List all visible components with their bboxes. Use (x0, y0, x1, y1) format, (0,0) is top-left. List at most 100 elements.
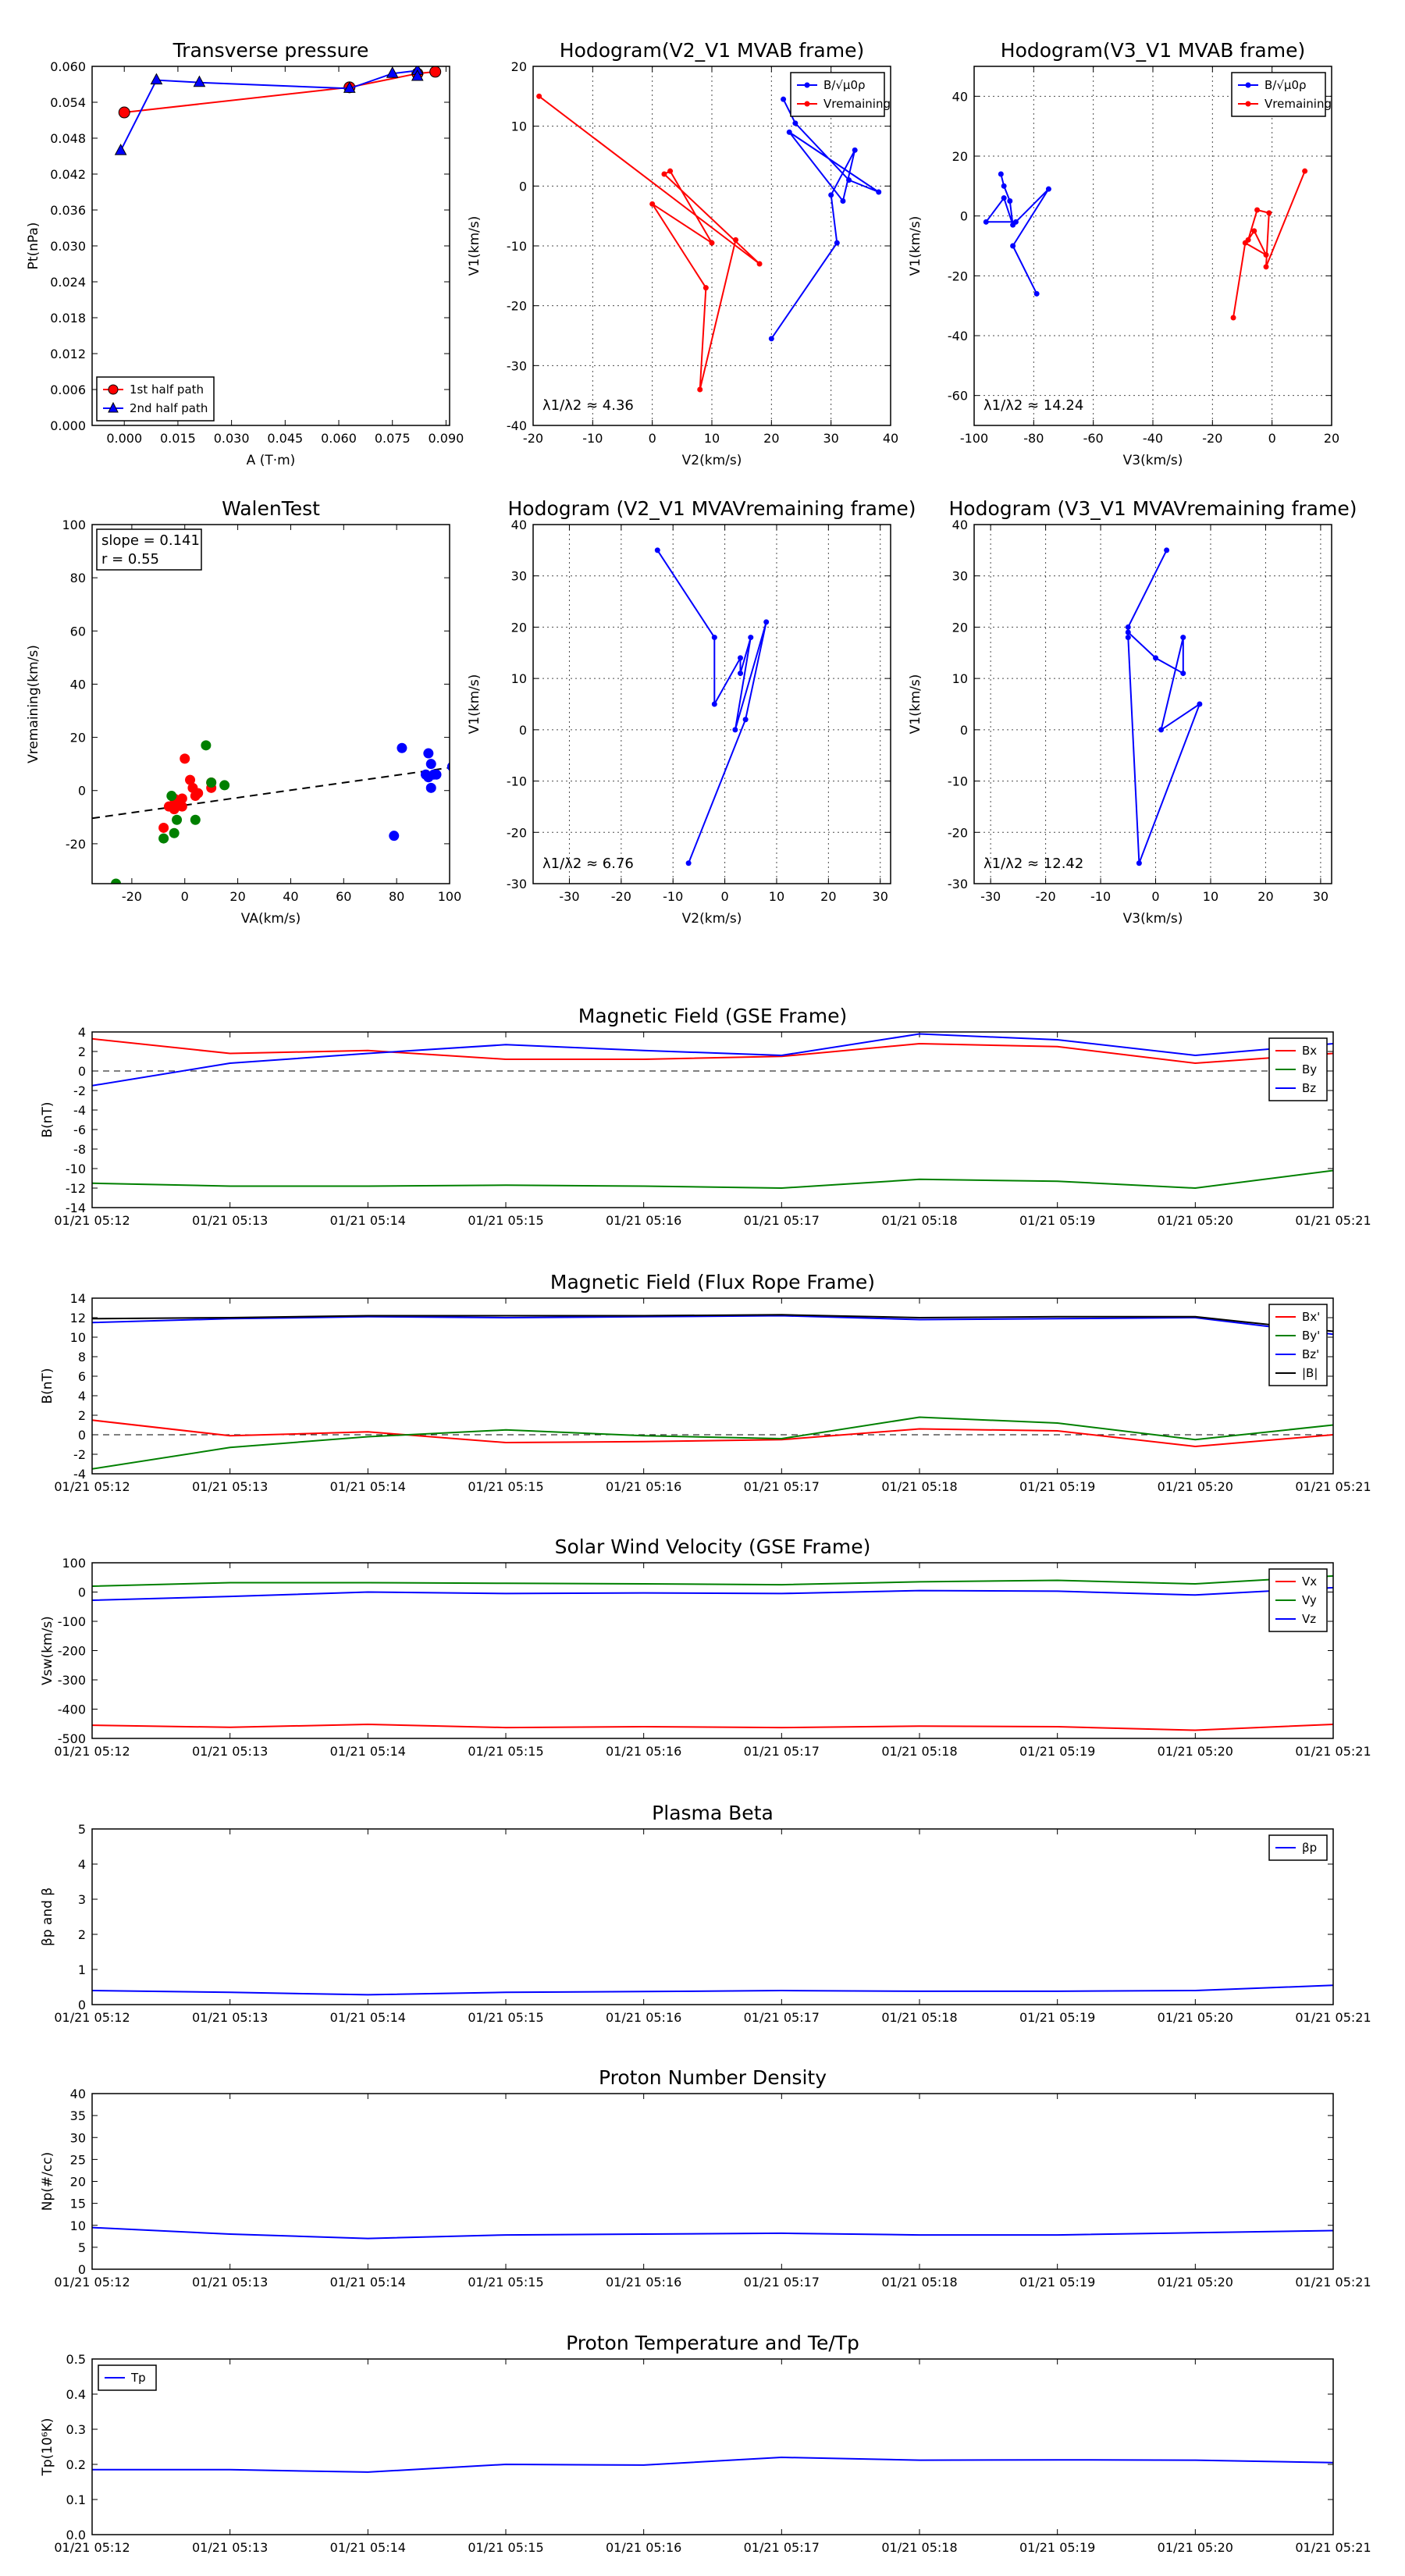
data-point (742, 717, 749, 723)
x-tick-label: 0 (721, 889, 729, 904)
series-line-0 (770, 98, 880, 340)
y-tick-label: 0 (960, 723, 968, 738)
series-line-0 (92, 1723, 1333, 1731)
data-point (111, 878, 122, 884)
x-tick-label: -30 (559, 889, 579, 904)
data-point (446, 762, 450, 771)
y-tick-label: 100 (62, 1556, 86, 1571)
y-tick-label: -20 (948, 269, 968, 283)
axes-frame (91, 2093, 1334, 2270)
axes-frame (91, 1297, 1334, 1475)
x-tick-label: 01/21 05:17 (744, 1479, 820, 1494)
data-point (1125, 624, 1131, 630)
chart-title: Magnetic Field (Flux Rope Frame) (550, 1271, 875, 1293)
data-point (667, 168, 674, 174)
data-point (1263, 264, 1269, 270)
data-point (166, 791, 177, 802)
legend-marker (108, 384, 119, 395)
x-tick-label: -20 (523, 431, 543, 446)
x-tick-label: 0.000 (106, 431, 142, 446)
chart-vsw: Solar Wind Velocity (GSE Frame) 01/21 05:… (40, 1535, 1371, 1759)
y-tick-label: 4 (78, 1389, 86, 1404)
data-point (1001, 195, 1007, 201)
legend-label: B/√μ0ρ (1264, 78, 1307, 92)
x-tick-label: 01/21 05:19 (1019, 2010, 1095, 2025)
series-line-2 (92, 1033, 1333, 1087)
x-tick-label: -20 (122, 889, 142, 904)
y-axis-label: Vremaining(km/s) (26, 645, 41, 763)
x-tick-label: 01/21 05:12 (54, 2010, 130, 2025)
x-axis-label: V2(km/s) (682, 911, 742, 927)
legend-label: Vz (1302, 1612, 1316, 1626)
x-tick-label: -60 (1083, 431, 1104, 446)
data-point (1242, 240, 1248, 246)
chart-title: Hodogram(V2_V1 MVAB frame) (560, 39, 864, 62)
y-tick-label: -30 (507, 358, 527, 373)
legend-marker (804, 101, 810, 107)
x-tick-label: 01/21 05:16 (606, 2275, 681, 2290)
y-tick-label: 0.024 (50, 275, 86, 290)
x-tick-label: 10 (704, 431, 720, 446)
data-point (158, 833, 169, 844)
y-tick-label: 20 (952, 149, 968, 164)
x-tick-label: 30 (823, 431, 838, 446)
x-tick-label: 01/21 05:12 (54, 2540, 130, 2555)
y-tick-label: 0 (78, 1998, 86, 2012)
data-point (201, 740, 212, 751)
y-tick-label: 0 (78, 1585, 86, 1600)
x-tick-label: -10 (663, 889, 683, 904)
axes-frame (973, 66, 1332, 426)
data-point (756, 261, 763, 267)
y-tick-label: 0 (519, 179, 527, 194)
x-tick-label: 01/21 05:20 (1158, 1479, 1233, 1494)
data-point (176, 793, 187, 804)
data-point (1158, 727, 1165, 733)
y-axis-label: B(nT) (40, 1368, 55, 1404)
x-tick-label: 40 (283, 889, 298, 904)
y-tick-label: 40 (70, 2087, 86, 2101)
plot-area (114, 66, 442, 155)
x-tick-label: 20 (1257, 889, 1273, 904)
x-tick-label: 01/21 05:15 (468, 1213, 543, 1228)
x-tick-label: 0.090 (429, 431, 464, 446)
x-tick-label: 01/21 05:19 (1019, 2275, 1095, 2290)
legend-box (96, 376, 215, 422)
y-tick-label: 0.0 (66, 2528, 86, 2542)
data-point (828, 192, 834, 198)
legend-box (1268, 1304, 1328, 1386)
data-point (1033, 290, 1040, 297)
x-tick-label: 01/21 05:14 (330, 1213, 406, 1228)
chart-tp: Transverse pressure 0.000 0.015 0.030 0.045 0… (26, 39, 464, 468)
plot-area (1125, 547, 1203, 866)
y-tick-label: 4 (78, 1025, 86, 1040)
series-line-2 (92, 1586, 1333, 1601)
chart-title: Transverse pressure (173, 39, 369, 62)
x-tick-label: 01/21 05:21 (1295, 1744, 1371, 1759)
x-tick-label: 01/21 05:17 (744, 1213, 820, 1228)
legend-label: Tp (130, 2371, 146, 2385)
data-point (423, 748, 434, 759)
chart-title: Proton Number Density (599, 2066, 827, 2089)
data-point (386, 66, 399, 78)
y-tick-label: 30 (70, 2130, 86, 2145)
series-line-1 (92, 1416, 1333, 1470)
y-tick-label: 20 (511, 620, 527, 635)
data-point (389, 831, 400, 841)
series-line-0 (1127, 550, 1201, 864)
x-tick-label: 20 (229, 889, 245, 904)
y-tick-label: -2 (73, 1447, 86, 1462)
series-line-1 (538, 95, 760, 390)
x-tick-label: 0 (649, 431, 656, 446)
series-line-0 (92, 2456, 1333, 2473)
legend-label: Vy (1302, 1593, 1317, 1607)
legend-label: By (1302, 1062, 1317, 1076)
y-tick-label: -10 (66, 1162, 86, 1176)
y-axis-label: Pt(nPa) (26, 222, 41, 270)
data-point (697, 386, 703, 393)
y-tick-label: 1 (78, 1962, 86, 1977)
x-tick-label: -10 (1090, 889, 1111, 904)
chart-title: Hodogram (V3_V1 MVAVremaining frame) (949, 497, 1357, 520)
y-axis-label: Np(#/cc) (40, 2152, 55, 2211)
legend-label: Bx (1302, 1044, 1317, 1058)
x-tick-label: 01/21 05:21 (1295, 1213, 1371, 1228)
